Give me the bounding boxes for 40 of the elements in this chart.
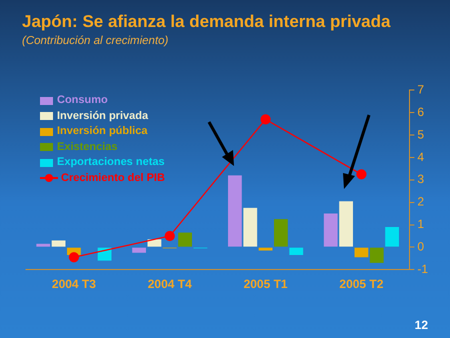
legend-label: Crecimiento del PIB <box>61 170 165 186</box>
legend-label: Consumo <box>57 93 108 108</box>
text: 12 <box>414 318 428 332</box>
y-tick-label: 1 <box>417 217 424 232</box>
y-tick-label: 6 <box>417 104 424 119</box>
y-tick-label: 4 <box>417 150 424 164</box>
legend-label: Existencias <box>57 140 118 154</box>
y-tick-label: -1 <box>417 262 428 276</box>
legend-label: Inversión privada <box>57 108 148 124</box>
legend-label: Exportaciones netas <box>57 155 165 170</box>
bar <box>132 248 146 253</box>
bar <box>228 175 242 247</box>
bar <box>324 214 338 247</box>
bar <box>243 208 258 247</box>
point <box>260 114 271 124</box>
x-tick-label: 2004 T3 <box>52 277 96 292</box>
bar <box>52 240 66 247</box>
bar <box>274 219 288 247</box>
bar <box>354 248 368 258</box>
point <box>68 252 80 262</box>
x-tick-label: 2005 T1 <box>244 277 288 292</box>
legend-label: Inversión pública <box>57 124 148 139</box>
bar <box>385 226 399 247</box>
bar <box>178 232 192 247</box>
y-tick-label: 5 <box>417 127 424 142</box>
bar <box>339 201 353 247</box>
y-tick-label: 0 <box>417 239 424 254</box>
point <box>164 230 175 242</box>
bar <box>289 248 304 256</box>
x-tick-label: 2004 T4 <box>148 277 192 292</box>
point <box>356 169 367 180</box>
bar <box>98 248 112 261</box>
bar <box>258 248 272 251</box>
y-tick-label: 2 <box>417 194 424 209</box>
y-tick-label: 7 <box>417 82 424 97</box>
chart-subtitle: (Contribución al crecimiento) <box>22 35 168 47</box>
bar <box>370 248 384 263</box>
x-tick-label: 2005 T2 <box>339 277 384 292</box>
chart-title: Japón: Se afianza la demanda interna privada <box>22 12 390 32</box>
y-tick-label: 3 <box>417 172 424 186</box>
